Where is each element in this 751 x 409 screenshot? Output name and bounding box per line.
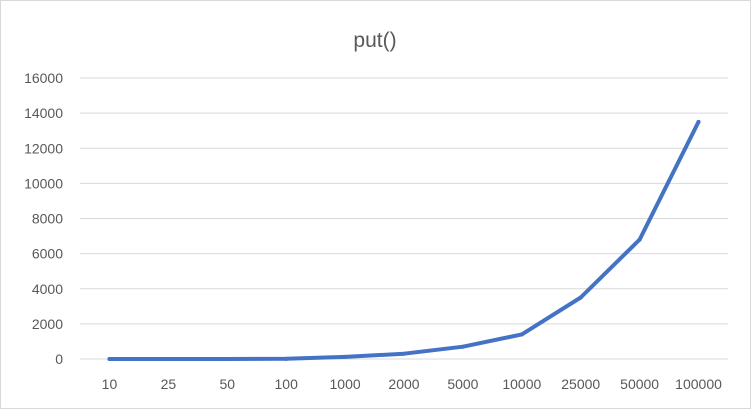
x-tick-label: 25000 (561, 376, 600, 392)
y-tick-label: 0 (55, 351, 63, 367)
y-tick-label: 8000 (32, 211, 63, 227)
data-point (519, 332, 524, 337)
x-tick-label: 50 (219, 376, 235, 392)
x-tick-label: 50000 (620, 376, 659, 392)
x-tick-label: 100000 (675, 376, 722, 392)
x-tick-label: 1000 (330, 376, 361, 392)
data-point (696, 119, 701, 124)
data-point (166, 357, 171, 361)
data-point (284, 356, 289, 361)
x-tick-label: 10000 (502, 376, 541, 392)
data-point (107, 357, 112, 361)
chart-title: put() (353, 29, 396, 52)
x-tick-label: 2000 (388, 376, 419, 392)
x-axis: 10 25 50 100 1000 2000 5000 10000 25000 50000 1000… (102, 376, 722, 392)
x-tick-label: 10 (102, 376, 118, 392)
data-point (225, 357, 230, 361)
y-tick-label: 16000 (24, 70, 63, 86)
data-point (343, 354, 348, 359)
y-tick-label: 14000 (24, 105, 63, 121)
data-point (460, 344, 465, 349)
y-tick-label: 10000 (24, 175, 63, 191)
x-tick-label: 25 (161, 376, 177, 392)
data-point (402, 351, 406, 356)
series-layer (107, 119, 701, 361)
y-axis: 0 2000 4000 6000 8000 10000 12000 14000 16000 (24, 70, 63, 367)
y-tick-label: 4000 (32, 281, 63, 297)
data-point (578, 295, 583, 300)
y-tick-label: 6000 (32, 246, 63, 262)
data-point (637, 237, 642, 242)
y-tick-label: 2000 (32, 316, 63, 332)
x-tick-label: 5000 (447, 376, 478, 392)
x-tick-label: 100 (275, 376, 299, 392)
grid-lines (80, 77, 728, 360)
y-tick-label: 12000 (24, 140, 63, 156)
